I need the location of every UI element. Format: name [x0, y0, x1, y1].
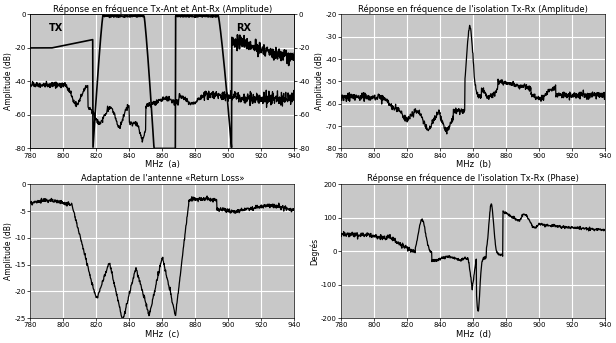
Y-axis label: Amplitude (dB): Amplitude (dB): [4, 52, 13, 110]
X-axis label: MHz  (c): MHz (c): [145, 330, 179, 339]
Title: Adaptation de l'antenne «Return Loss»: Adaptation de l'antenne «Return Loss»: [81, 175, 244, 184]
Y-axis label: Degrés: Degrés: [310, 238, 320, 265]
Y-axis label: Amplitude (dB): Amplitude (dB): [4, 222, 13, 280]
X-axis label: MHz  (a): MHz (a): [145, 160, 180, 169]
Text: TX: TX: [49, 23, 63, 33]
Title: Réponse en fréquence de l'isolation Tx-Rx (Phase): Réponse en fréquence de l'isolation Tx-R…: [367, 174, 579, 184]
Text: RX: RX: [236, 23, 251, 33]
Title: Réponse en fréquence Tx-Ant et Ant-Rx (Amplitude): Réponse en fréquence Tx-Ant et Ant-Rx (A…: [52, 4, 272, 14]
Title: Réponse en fréquence de l'isolation Tx-Rx (Amplitude): Réponse en fréquence de l'isolation Tx-R…: [358, 4, 588, 14]
X-axis label: MHz  (d): MHz (d): [456, 330, 491, 339]
X-axis label: MHz  (b): MHz (b): [456, 160, 491, 169]
Y-axis label: Amplitude (dB): Amplitude (dB): [315, 52, 324, 110]
